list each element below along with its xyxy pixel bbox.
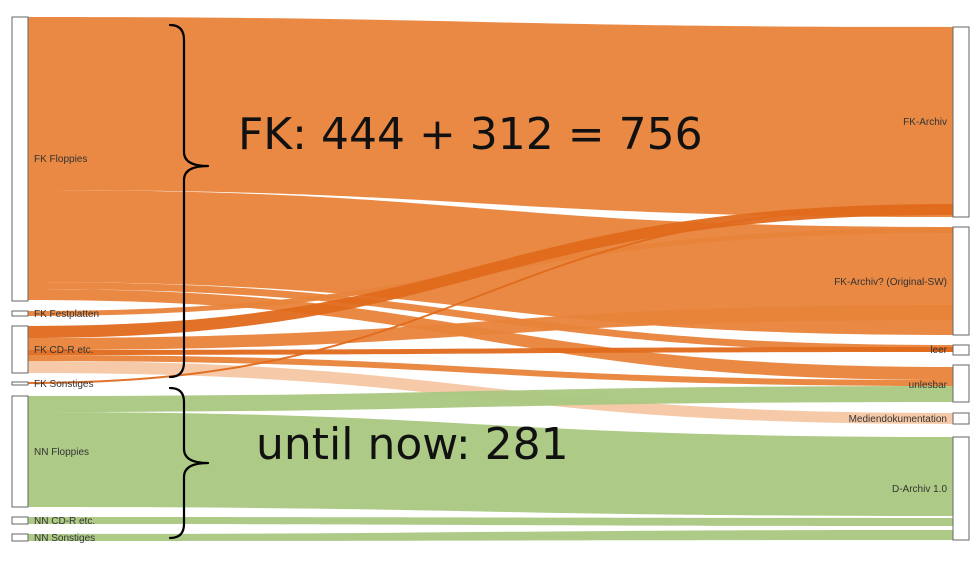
- brace-fk-group: [168, 23, 210, 379]
- flow-nn-sonstiges-to-d-archiv: [28, 530, 953, 541]
- node-fk-archiv[interactable]: [952, 26, 970, 218]
- grouping-braces: [168, 23, 210, 540]
- label-leer: leer: [930, 345, 947, 356]
- label-d-archiv: D-Archiv 1.0: [892, 484, 947, 495]
- node-nn-sonstiges[interactable]: [11, 533, 29, 542]
- label-fk-cdr: FK CD-R etc.: [34, 345, 93, 356]
- flow-fk-cdr-to-leer: [28, 347, 953, 355]
- source-nodes: FK Floppies FK Festplatten FK CD-R etc. …: [11, 16, 99, 544]
- brace-nn-group: [168, 386, 210, 540]
- node-fk-festplatten[interactable]: [11, 310, 29, 317]
- node-leer[interactable]: [952, 344, 970, 356]
- flow-fk-cdr-to-fk-archiv: [28, 204, 953, 338]
- node-nn-cdr[interactable]: [11, 516, 29, 525]
- label-fk-festplatten: FK Festplatten: [34, 309, 99, 320]
- label-nn-cdr: NN CD-R etc.: [34, 516, 95, 527]
- flow-fk-floppies-to-fk-archiv: [28, 17, 953, 217]
- label-fk-sonstiges: FK Sonstiges: [34, 379, 93, 390]
- label-fk-floppies: FK Floppies: [34, 154, 87, 165]
- label-nn-sonstiges: NN Sonstiges: [34, 533, 95, 544]
- node-d-archiv[interactable]: [952, 436, 970, 541]
- node-fk-cdr[interactable]: [11, 325, 29, 374]
- node-fk-floppies[interactable]: [11, 16, 29, 302]
- flow-nn-cdr-to-d-archiv: [28, 517, 953, 526]
- node-fk-sonstiges[interactable]: [11, 381, 29, 386]
- target-nodes: FK-Archiv FK-Archiv? (Original-SW) leer …: [834, 26, 970, 541]
- flow-nn-floppies-to-unlesbar: [28, 386, 953, 412]
- node-nn-floppies[interactable]: [11, 395, 29, 508]
- flow-links: [28, 17, 953, 541]
- flow-fk-floppies-to-unlesbar: [28, 289, 953, 380]
- label-mediendokumentation: Mediendokumentation: [849, 414, 947, 425]
- node-mediendokumentation[interactable]: [952, 412, 970, 425]
- node-unlesbar[interactable]: [952, 364, 970, 403]
- flow-nn-floppies-to-d-archiv: [28, 412, 953, 516]
- flow-fk-floppies-to-leer: [28, 282, 953, 352]
- label-nn-floppies: NN Floppies: [34, 447, 89, 458]
- label-unlesbar: unlesbar: [909, 380, 948, 391]
- flow-fk-cdr-to-fk-archiv-orig: [28, 305, 953, 350]
- node-fk-archiv-orig[interactable]: [952, 226, 970, 336]
- annotation-nn-total: until now: 281: [256, 419, 569, 470]
- label-fk-archiv: FK-Archiv: [903, 117, 947, 128]
- label-fk-archiv-orig: FK-Archiv? (Original-SW): [834, 277, 947, 288]
- annotation-fk-total: FK: 444 + 312 = 756: [238, 109, 703, 160]
